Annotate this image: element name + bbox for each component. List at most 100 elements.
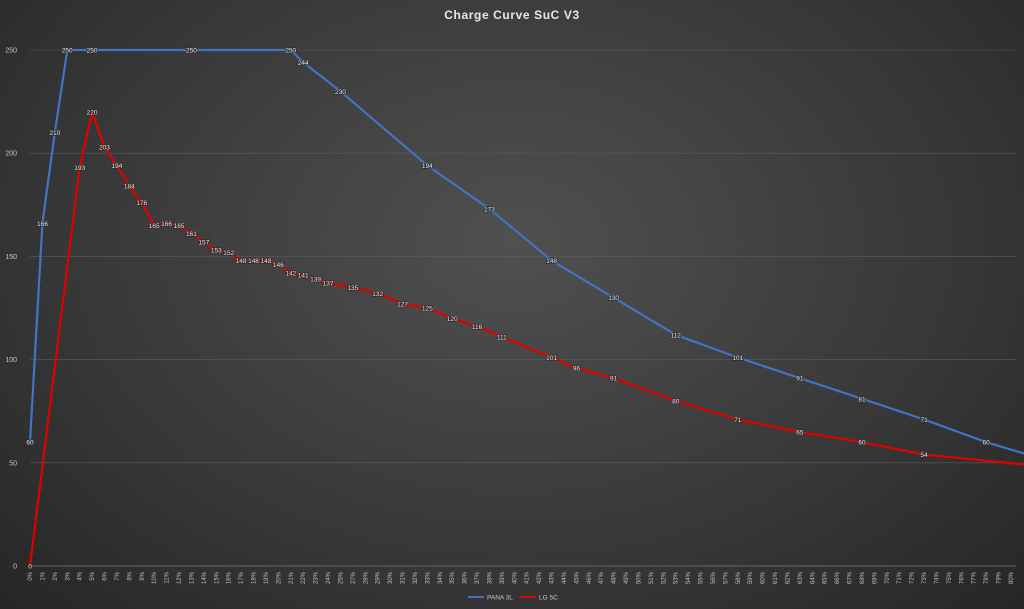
data-label: 142 xyxy=(285,270,296,277)
x-tick-label: 23% xyxy=(314,571,320,584)
x-tick-label: 48% xyxy=(612,571,618,584)
data-label: 194 xyxy=(111,163,122,170)
x-tick-label: 43% xyxy=(550,571,556,584)
x-tick-label: 41% xyxy=(525,571,531,584)
x-tick-label: 24% xyxy=(326,571,332,584)
data-label: 148 xyxy=(236,258,247,265)
legend-label: PANA 3L xyxy=(487,594,513,601)
x-tick-label: 37% xyxy=(475,571,481,584)
x-tick-label: 3% xyxy=(65,571,71,580)
data-label: 165 xyxy=(174,223,185,230)
data-label: 166 xyxy=(37,221,48,228)
data-label: 60 xyxy=(26,440,34,447)
data-label: 176 xyxy=(136,200,147,207)
x-tick-label: 36% xyxy=(463,571,469,584)
x-tick-label: 9% xyxy=(140,571,146,580)
x-tick-label: 70% xyxy=(885,571,891,584)
data-label: 96 xyxy=(573,365,581,372)
data-label: 184 xyxy=(124,184,135,191)
x-tick-label: 38% xyxy=(487,571,493,584)
x-tick-label: 0% xyxy=(28,571,34,580)
data-label: 60 xyxy=(858,440,866,447)
data-label: 125 xyxy=(422,306,433,313)
data-label: 132 xyxy=(372,291,383,298)
x-tick-label: 56% xyxy=(711,571,717,584)
x-tick-label: 58% xyxy=(736,571,742,584)
data-label: 101 xyxy=(546,355,557,362)
x-tick-label: 50% xyxy=(636,571,642,584)
x-tick-label: 28% xyxy=(363,571,369,584)
x-tick-label: 64% xyxy=(810,571,816,584)
x-tick-label: 21% xyxy=(289,571,295,584)
x-tick-label: 51% xyxy=(649,571,655,584)
x-tick-label: 14% xyxy=(202,571,208,584)
x-tick-label: 29% xyxy=(376,571,382,584)
x-tick-label: 75% xyxy=(947,571,953,584)
data-label: 165 xyxy=(149,223,160,230)
x-tick-label: 6% xyxy=(103,571,109,580)
x-tick-label: 55% xyxy=(699,571,705,584)
data-label: 152 xyxy=(223,250,234,257)
y-tick-label: 100 xyxy=(5,357,17,364)
data-label: 161 xyxy=(186,231,197,238)
data-label: 250 xyxy=(62,48,73,55)
x-tick-label: 60% xyxy=(761,571,767,584)
x-tick-label: 25% xyxy=(338,571,344,584)
data-label: 120 xyxy=(447,316,458,323)
data-label: 250 xyxy=(186,48,197,55)
data-label: 112 xyxy=(671,332,682,339)
x-tick-label: 16% xyxy=(227,571,233,584)
data-label: 130 xyxy=(608,295,619,302)
x-tick-label: 71% xyxy=(897,571,903,584)
x-tick-label: 27% xyxy=(351,571,357,584)
data-label: 65 xyxy=(796,429,804,436)
x-tick-label: 42% xyxy=(537,571,543,584)
data-label: 127 xyxy=(397,301,408,308)
x-tick-label: 15% xyxy=(214,571,220,584)
data-label: 148 xyxy=(248,258,259,265)
data-label: 101 xyxy=(732,355,743,362)
x-tick-label: 61% xyxy=(773,571,779,584)
x-tick-label: 19% xyxy=(264,571,270,584)
data-label: 148 xyxy=(261,258,272,265)
data-label: 60 xyxy=(983,440,991,447)
x-tick-label: 57% xyxy=(723,571,729,584)
x-tick-label: 54% xyxy=(686,571,692,584)
x-tick-label: 17% xyxy=(239,571,245,584)
data-label: 244 xyxy=(298,60,309,67)
data-label: 71 xyxy=(920,417,928,424)
x-tick-label: 68% xyxy=(860,571,866,584)
x-tick-label: 12% xyxy=(177,571,183,584)
data-label: 135 xyxy=(347,285,358,292)
data-label: 193 xyxy=(74,165,85,172)
x-tick-label: 31% xyxy=(401,571,407,584)
x-tick-label: 35% xyxy=(450,571,456,584)
data-label: 220 xyxy=(87,109,98,116)
data-label: 146 xyxy=(273,262,284,269)
x-tick-label: 72% xyxy=(910,571,916,584)
x-tick-label: 7% xyxy=(115,571,121,580)
x-tick-label: 10% xyxy=(152,571,158,584)
x-tick-label: 74% xyxy=(934,571,940,584)
x-tick-label: 18% xyxy=(252,571,258,584)
x-tick-label: 77% xyxy=(972,571,978,584)
data-label: 157 xyxy=(198,239,209,246)
y-tick-label: 200 xyxy=(5,151,17,158)
y-tick-label: 50 xyxy=(9,460,17,467)
x-tick-label: 47% xyxy=(599,571,605,584)
x-tick-label: 22% xyxy=(301,571,307,584)
x-tick-label: 2% xyxy=(53,571,59,580)
data-label: 91 xyxy=(796,376,804,383)
data-label: 230 xyxy=(335,89,346,96)
x-tick-label: 49% xyxy=(624,571,630,584)
data-label: 111 xyxy=(497,334,507,341)
data-label: 148 xyxy=(546,258,557,265)
x-tick-label: 4% xyxy=(78,571,84,580)
x-tick-label: 67% xyxy=(848,571,854,584)
x-tick-label: 52% xyxy=(661,571,667,584)
data-label: 81 xyxy=(858,396,866,403)
data-label: 0 xyxy=(28,564,32,571)
data-label: 91 xyxy=(610,376,618,383)
data-label: 141 xyxy=(298,272,309,279)
